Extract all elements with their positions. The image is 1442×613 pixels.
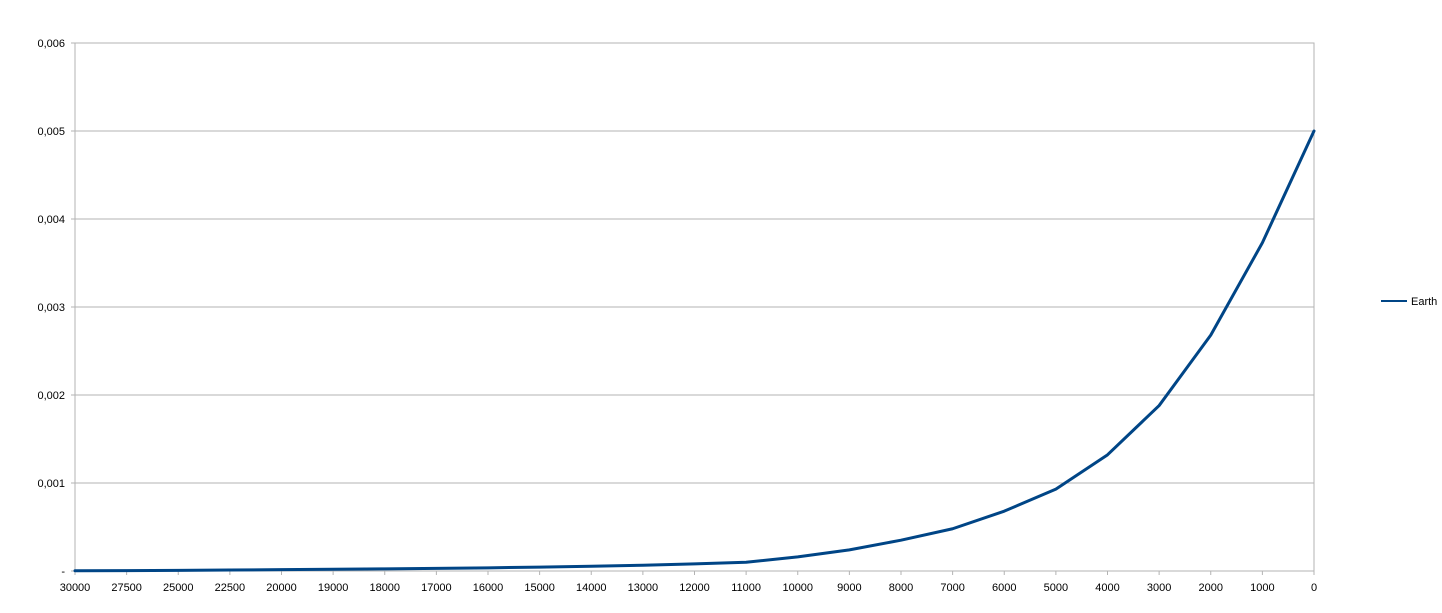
data-point <box>126 570 128 572</box>
x-axis-tick-labels: 30000 27500 25000 22500 20000 19000 18000 17000… <box>60 582 1317 594</box>
legend-label: Earth <box>1411 296 1437 308</box>
x-tick-label: 12000 <box>679 582 710 594</box>
x-tick-label: 17000 <box>421 582 452 594</box>
x-tick-label: 20000 <box>266 582 297 594</box>
data-point <box>1055 488 1057 490</box>
x-tick-label: 6000 <box>992 582 1016 594</box>
x-tick-label: 13000 <box>628 582 659 594</box>
x-tick-label: 15000 <box>524 582 555 594</box>
x-tick-label: 3000 <box>1147 582 1171 594</box>
x-tick-label: 14000 <box>576 582 607 594</box>
data-point <box>384 568 386 570</box>
data-point <box>694 563 695 565</box>
y-tick-label: 0,005 <box>37 126 65 138</box>
data-point <box>900 539 902 541</box>
x-tick-label: 22500 <box>215 582 246 594</box>
y-tick-label: 0,003 <box>37 302 65 314</box>
x-tick-label: 19000 <box>318 582 349 594</box>
x-tick-label: 27500 <box>111 582 142 594</box>
data-point <box>74 570 76 572</box>
x-tick-label: 9000 <box>837 582 861 594</box>
data-point <box>1107 454 1108 456</box>
data-point <box>1261 242 1263 244</box>
data-point <box>539 566 541 568</box>
data-point <box>487 567 489 569</box>
data-point <box>1313 130 1315 132</box>
series-line-earth <box>73 129 1316 573</box>
legend: Earth <box>1381 296 1437 308</box>
x-tick-label: 4000 <box>1095 582 1119 594</box>
data-point <box>1003 510 1005 512</box>
x-tick-label: 1000 <box>1250 582 1274 594</box>
data-point <box>797 556 799 558</box>
y-axis-tick-labels: - 0,001 0,002 0,003 0,004 0,005 0,006 <box>37 38 65 578</box>
data-point <box>1210 334 1212 336</box>
data-point <box>229 569 231 571</box>
y-tick-label: 0,001 <box>37 478 65 490</box>
y-tick-label: 0,004 <box>37 214 65 226</box>
data-point <box>952 528 954 530</box>
x-tick-label: 16000 <box>473 582 504 594</box>
data-point <box>435 567 437 569</box>
x-tick-label: 10000 <box>782 582 813 594</box>
data-point <box>590 565 592 567</box>
x-tick-label: 30000 <box>60 582 91 594</box>
x-tick-label: 25000 <box>163 582 194 594</box>
x-tick-label: 0 <box>1311 582 1317 594</box>
y-tick-label: 0,006 <box>37 38 65 50</box>
plot-area <box>74 42 1315 572</box>
gridlines <box>71 42 1315 575</box>
x-tick-label: 18000 <box>369 582 400 594</box>
series-layer <box>73 129 1316 573</box>
data-point <box>642 564 644 566</box>
data-point <box>332 568 334 570</box>
data-point <box>177 569 179 571</box>
x-tick-label: 2000 <box>1199 582 1223 594</box>
x-tick-label: 5000 <box>1044 582 1068 594</box>
data-point <box>1158 405 1160 407</box>
y-tick-label: 0,002 <box>37 390 65 402</box>
y-tick-label: - <box>61 566 65 578</box>
x-tick-label: 7000 <box>940 582 964 594</box>
data-point <box>745 561 747 563</box>
x-tick-label: 11000 <box>731 582 761 594</box>
data-point <box>848 549 850 551</box>
data-point <box>281 569 282 571</box>
x-tick-label: 8000 <box>889 582 913 594</box>
